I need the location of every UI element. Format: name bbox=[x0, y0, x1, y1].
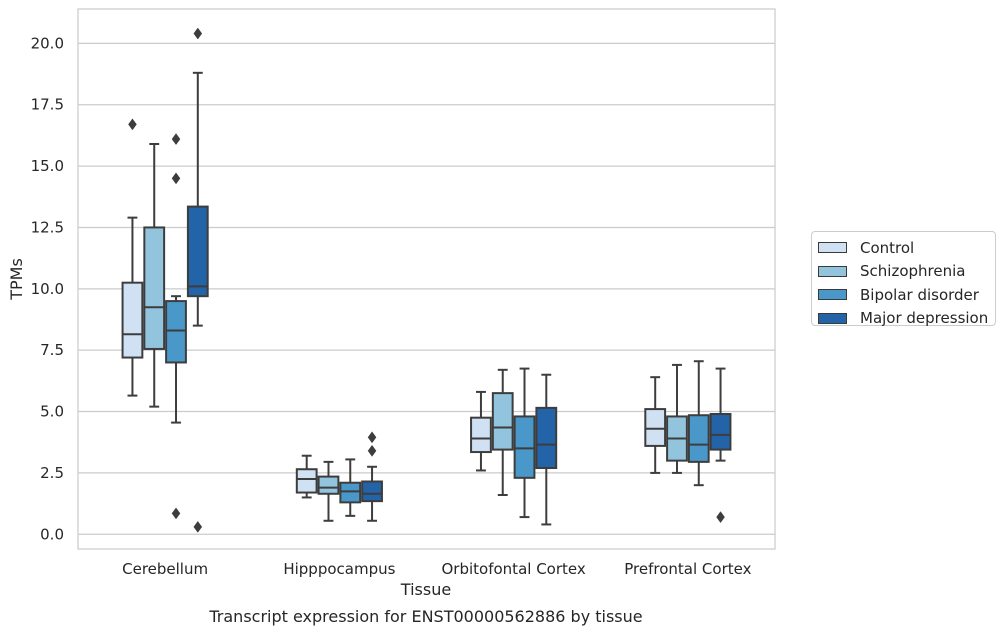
box-iqr bbox=[165, 300, 187, 364]
x-tick-label: Hipppocampus bbox=[283, 560, 395, 578]
outlier-point bbox=[367, 431, 377, 444]
box-iqr bbox=[535, 406, 558, 470]
legend-item-major-depression: Major depression bbox=[818, 307, 995, 331]
box-major-depression bbox=[535, 373, 558, 526]
y-tick-label: 7.5 bbox=[40, 341, 64, 359]
legend-label-major-depression: Major depression bbox=[860, 309, 989, 328]
outlier-point bbox=[367, 444, 377, 457]
legend: Control Schizophrenia Bipolar disorder M… bbox=[811, 231, 996, 327]
outlier-point bbox=[716, 511, 725, 524]
box-control bbox=[644, 376, 667, 474]
plot-frame bbox=[77, 8, 776, 550]
y-tick-label: 17.5 bbox=[31, 96, 64, 114]
y-tick-label: 15.0 bbox=[31, 157, 64, 175]
box-iqr bbox=[491, 392, 514, 451]
y-tick-label: 20.0 bbox=[31, 34, 64, 52]
box-major-depression bbox=[361, 431, 383, 522]
box-iqr bbox=[687, 414, 710, 463]
legend-item-control: Control bbox=[818, 236, 995, 260]
legend-swatch-bipolar-disorder bbox=[818, 289, 847, 301]
box-iqr bbox=[121, 281, 144, 359]
legend-swatch-control bbox=[818, 242, 847, 254]
legend-item-schizophrenia: Schizophrenia bbox=[818, 260, 995, 284]
outlier-point bbox=[171, 172, 181, 185]
y-tick-label: 5.0 bbox=[40, 403, 64, 421]
box-bipolar-disorder bbox=[687, 360, 710, 487]
y-tick-label: 2.5 bbox=[40, 464, 64, 482]
box-schizophrenia bbox=[143, 143, 166, 408]
box-iqr bbox=[361, 480, 383, 503]
x-tick-label: Prefrontal Cortex bbox=[624, 560, 751, 578]
y-axis-label: TPMs bbox=[7, 258, 26, 301]
box-major-depression bbox=[186, 27, 209, 533]
box-iqr bbox=[295, 468, 318, 494]
box-iqr bbox=[317, 475, 340, 495]
legend-label-bipolar-disorder: Bipolar disorder bbox=[860, 285, 979, 304]
box-control bbox=[121, 118, 144, 397]
outlier-point bbox=[193, 520, 203, 533]
box-iqr bbox=[186, 205, 209, 298]
outlier-point bbox=[171, 133, 181, 146]
legend-item-bipolar-disorder: Bipolar disorder bbox=[818, 283, 995, 307]
x-axis-label: Tissue bbox=[400, 580, 451, 599]
outlier-point bbox=[171, 507, 181, 520]
box-iqr bbox=[644, 408, 667, 447]
box-iqr bbox=[513, 415, 536, 479]
outlier-point bbox=[193, 27, 203, 40]
box-bipolar-disorder bbox=[513, 367, 536, 519]
box-schizophrenia bbox=[317, 460, 340, 522]
outlier-point bbox=[128, 118, 137, 131]
legend-swatch-major-depression bbox=[818, 312, 847, 324]
legend-label-control: Control bbox=[860, 238, 915, 257]
box-schizophrenia bbox=[491, 368, 514, 496]
legend-swatch-schizophrenia bbox=[818, 265, 847, 277]
boxplot-series bbox=[121, 27, 732, 533]
x-tick-label: Orbitofontal Cortex bbox=[442, 560, 586, 578]
box-major-depression bbox=[709, 367, 732, 524]
box-bipolar-disorder bbox=[165, 133, 187, 520]
box-iqr bbox=[339, 481, 362, 504]
x-tick-label: Cerebellum bbox=[122, 560, 208, 578]
box-control bbox=[470, 390, 492, 472]
box-control bbox=[295, 454, 318, 499]
y-axis-ticks: 0.0 2.5 5.0 7.5 10.0 12.5 15.0 17.5 20.0 bbox=[31, 34, 64, 543]
box-bipolar-disorder bbox=[339, 458, 362, 517]
y-tick-label: 0.0 bbox=[40, 525, 64, 543]
y-tick-label: 12.5 bbox=[31, 218, 64, 236]
box-iqr bbox=[470, 416, 492, 454]
y-tick-label: 10.0 bbox=[31, 280, 64, 298]
legend-label-schizophrenia: Schizophrenia bbox=[860, 262, 966, 281]
box-schizophrenia bbox=[666, 363, 688, 474]
x-axis-ticks: Cerebellum Hipppocampus Orbitofontal Corte… bbox=[122, 560, 751, 578]
box-iqr bbox=[709, 413, 732, 451]
box-iqr bbox=[143, 226, 166, 350]
chart-title: Transcript expression for ENST0000056288… bbox=[208, 607, 642, 626]
